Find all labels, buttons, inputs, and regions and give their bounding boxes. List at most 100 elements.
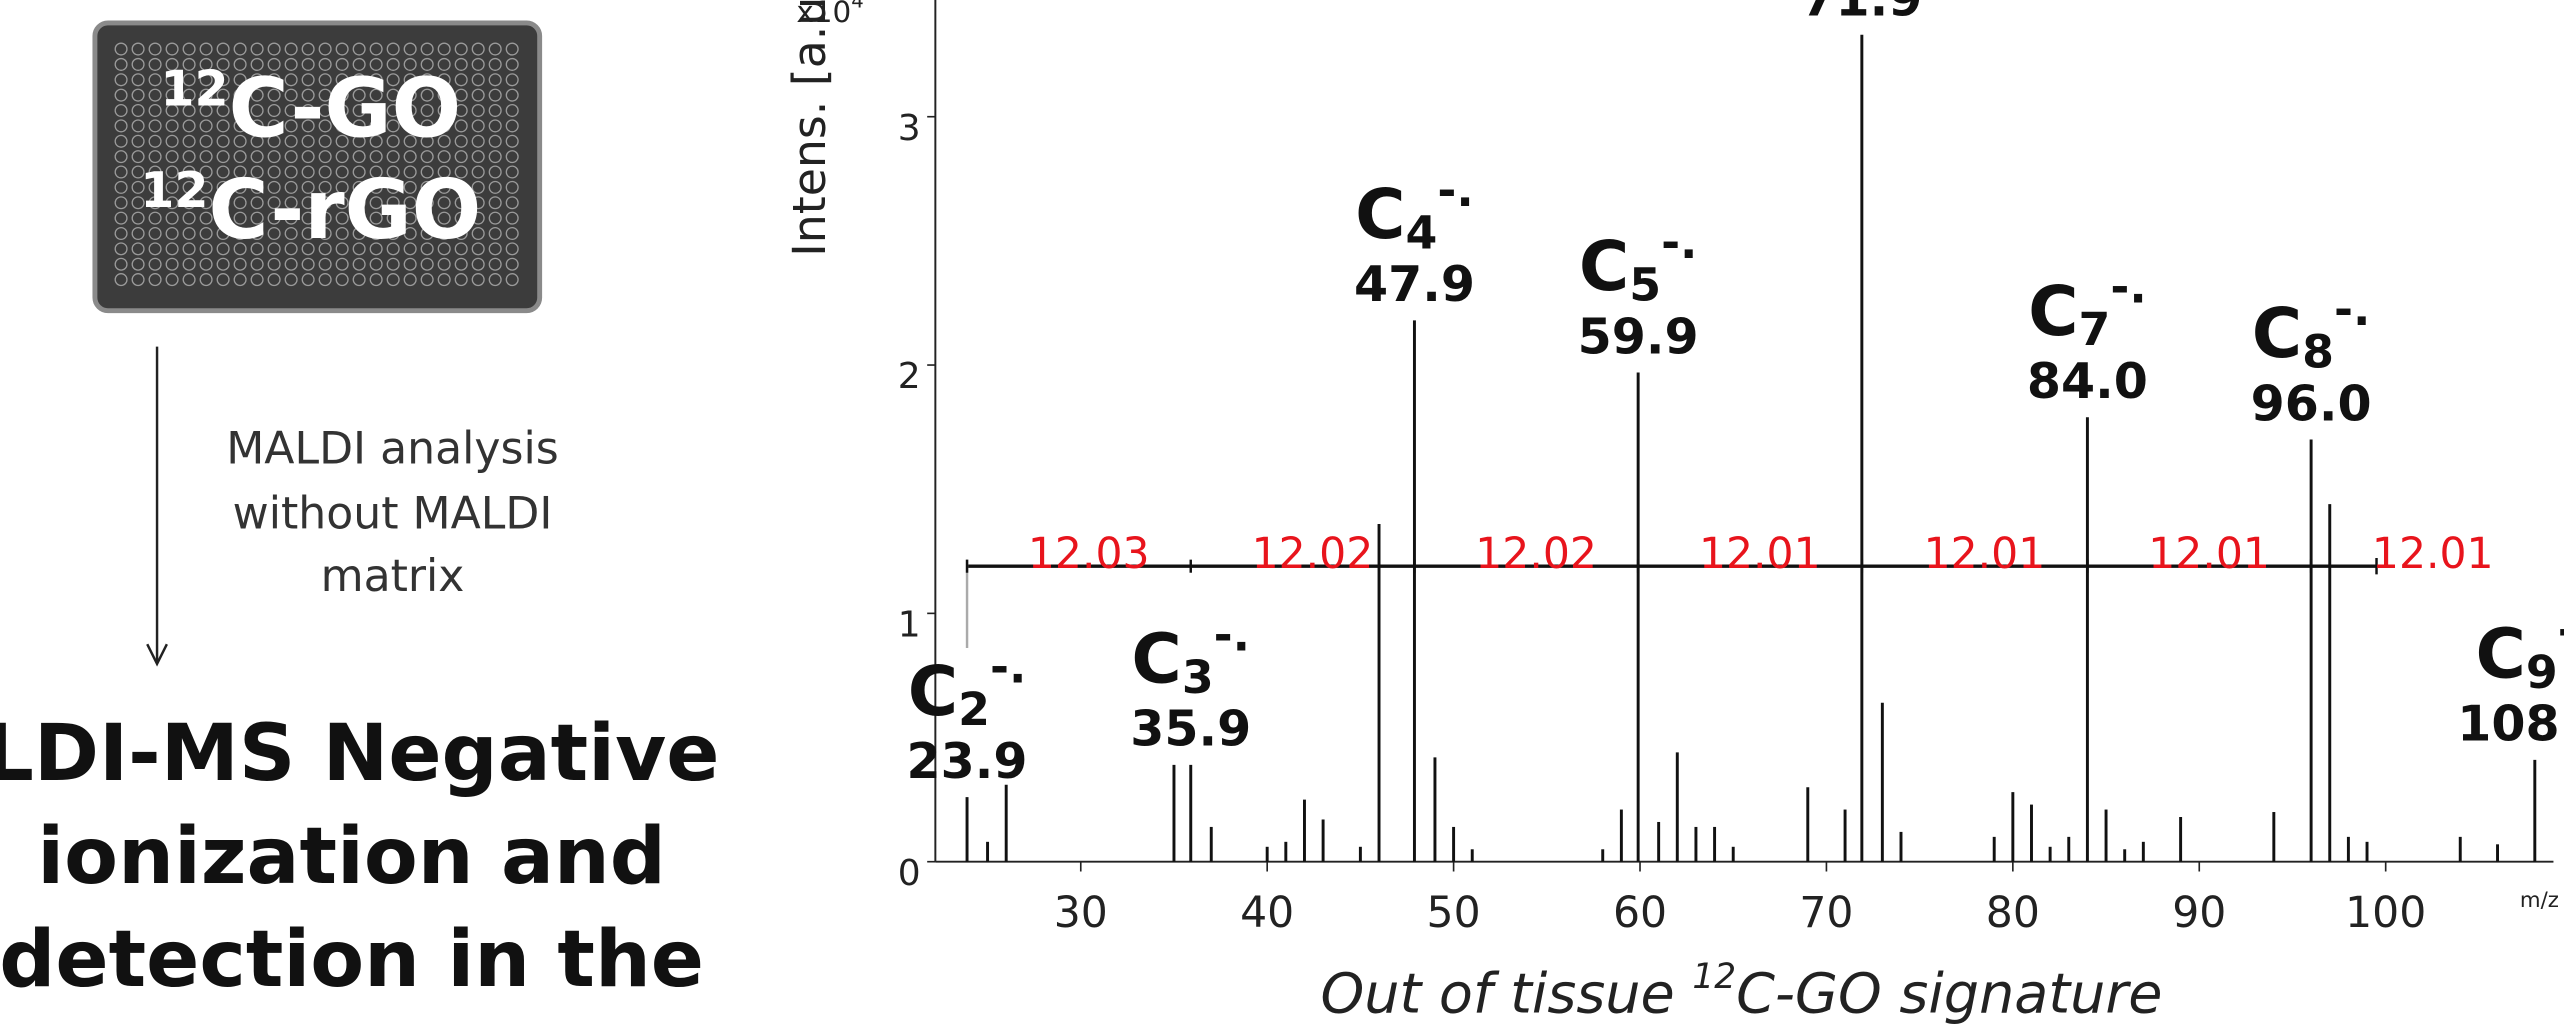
ion-base: C bbox=[2252, 294, 2302, 374]
well bbox=[216, 180, 230, 194]
well bbox=[437, 257, 451, 271]
well bbox=[114, 257, 128, 271]
well bbox=[369, 88, 383, 102]
well bbox=[182, 196, 196, 210]
well bbox=[114, 134, 128, 148]
well bbox=[318, 42, 332, 56]
arrow-text: MALDI analysis bbox=[226, 423, 559, 474]
well bbox=[301, 273, 315, 287]
well bbox=[352, 273, 366, 287]
well bbox=[488, 57, 502, 71]
well bbox=[182, 150, 196, 164]
well bbox=[267, 88, 281, 102]
well bbox=[284, 180, 298, 194]
well bbox=[250, 57, 264, 71]
well bbox=[250, 196, 264, 210]
well bbox=[471, 273, 485, 287]
peak-ion-label: C7-. bbox=[2028, 260, 2147, 356]
well bbox=[233, 273, 247, 287]
well bbox=[148, 150, 162, 164]
well bbox=[114, 57, 128, 71]
headline: detection in the bbox=[0, 913, 704, 1005]
well bbox=[352, 134, 366, 148]
well bbox=[437, 119, 451, 133]
well bbox=[420, 73, 434, 87]
well bbox=[250, 42, 264, 56]
well bbox=[488, 134, 502, 148]
well bbox=[301, 211, 315, 225]
well bbox=[148, 211, 162, 225]
well bbox=[148, 42, 162, 56]
well bbox=[437, 242, 451, 256]
well bbox=[335, 119, 349, 133]
well bbox=[454, 73, 468, 87]
well bbox=[437, 73, 451, 87]
arrow-head bbox=[146, 643, 168, 667]
well bbox=[335, 242, 349, 256]
well bbox=[488, 150, 502, 164]
y-multiplier-text: x10 bbox=[796, 0, 851, 29]
well bbox=[420, 88, 434, 102]
well bbox=[250, 134, 264, 148]
well bbox=[301, 73, 315, 87]
well bbox=[233, 103, 247, 118]
ion-base: C bbox=[2028, 272, 2078, 352]
x-unit: m/z bbox=[2520, 888, 2559, 913]
x-axis-title-text: C-GO signature bbox=[1736, 962, 2162, 1027]
well bbox=[216, 257, 230, 271]
well bbox=[233, 150, 247, 164]
ion-sup: -. bbox=[1214, 608, 1250, 661]
well bbox=[386, 226, 400, 241]
well bbox=[131, 196, 145, 210]
well bbox=[148, 88, 162, 102]
well bbox=[182, 57, 196, 71]
plate-label-sup: 12 bbox=[140, 160, 208, 218]
well bbox=[233, 196, 247, 210]
well bbox=[335, 42, 349, 56]
peak-ion-label: C8-. bbox=[2252, 283, 2371, 379]
well bbox=[318, 119, 332, 133]
well bbox=[335, 57, 349, 71]
well bbox=[114, 88, 128, 102]
well bbox=[318, 226, 332, 241]
well bbox=[131, 88, 145, 102]
well bbox=[437, 196, 451, 210]
well bbox=[403, 273, 417, 287]
peak-ion-label: C3-. bbox=[1131, 608, 1250, 704]
ion-base: C bbox=[1355, 175, 1405, 255]
well bbox=[131, 119, 145, 133]
well bbox=[471, 257, 485, 271]
y-tick-label: 2 bbox=[898, 356, 921, 397]
well bbox=[250, 103, 264, 118]
well bbox=[352, 226, 366, 241]
well bbox=[454, 165, 468, 179]
well bbox=[182, 211, 196, 225]
well bbox=[437, 150, 451, 164]
x-axis-title-sup: 12 bbox=[1692, 956, 1736, 996]
ion-base: C bbox=[908, 652, 958, 732]
well bbox=[437, 165, 451, 179]
well bbox=[131, 103, 145, 118]
well bbox=[131, 211, 145, 225]
well bbox=[216, 273, 230, 287]
well bbox=[403, 42, 417, 56]
well bbox=[505, 119, 519, 133]
well bbox=[284, 57, 298, 71]
well bbox=[216, 57, 230, 71]
well bbox=[199, 165, 213, 179]
well bbox=[301, 103, 315, 118]
well bbox=[335, 273, 349, 287]
well bbox=[131, 226, 145, 241]
well bbox=[165, 103, 179, 118]
well bbox=[284, 73, 298, 87]
well bbox=[165, 180, 179, 194]
well bbox=[454, 226, 468, 241]
well bbox=[420, 42, 434, 56]
ion-sup: -. bbox=[2110, 260, 2146, 313]
well bbox=[233, 165, 247, 179]
ion-sup: -. bbox=[2558, 603, 2564, 656]
well bbox=[386, 119, 400, 133]
well bbox=[437, 42, 451, 56]
peak-mz-label: 59.9 bbox=[1578, 307, 1699, 365]
